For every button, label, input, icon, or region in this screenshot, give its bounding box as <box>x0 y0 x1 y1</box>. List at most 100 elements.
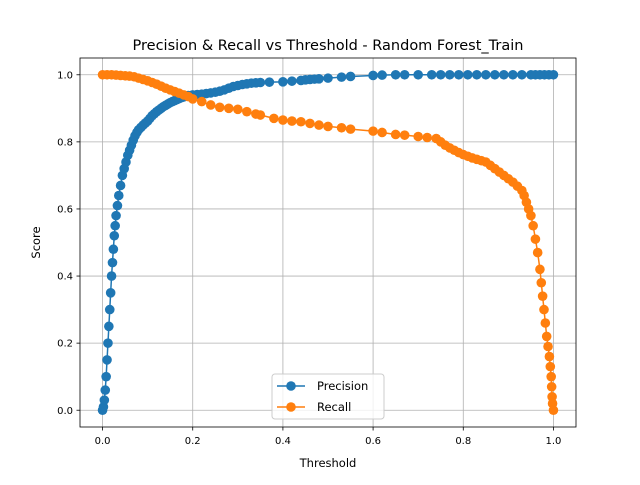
precision-point <box>104 304 115 315</box>
recall-point <box>214 102 225 113</box>
recall-point <box>233 104 243 115</box>
recall-point <box>278 115 288 125</box>
legend: Precision Recall <box>271 373 385 420</box>
recall-point <box>287 116 297 126</box>
recall-point <box>224 103 234 114</box>
y-tick-label: 0.2 <box>57 339 73 350</box>
precision-point <box>108 244 119 255</box>
y-tick-label: 0.6 <box>57 205 73 216</box>
precision-point <box>390 69 401 80</box>
recall-point <box>540 318 551 328</box>
recall-point <box>377 127 387 138</box>
recall-point <box>345 124 356 134</box>
recall-point <box>545 361 556 372</box>
recall-point <box>539 304 549 315</box>
precision-point <box>109 230 120 241</box>
y-tick-label: 0.0 <box>57 406 73 417</box>
precision-series <box>97 69 559 416</box>
recall-point <box>196 96 207 107</box>
recall-point <box>546 371 556 382</box>
recall-point <box>541 331 552 342</box>
recall-point <box>537 291 548 301</box>
recall-point <box>544 351 555 362</box>
precision-point <box>287 76 297 86</box>
recall-point <box>413 131 423 142</box>
tick-layer: 0.0 0.2 0.4 0.6 0.8 1.0 0.0 0.2 0.4 0.6 0.8 1.0 <box>57 70 561 447</box>
precision-point <box>100 385 111 395</box>
legend-precision-label: Precision <box>317 379 368 393</box>
precision-point <box>113 190 124 201</box>
precision-point <box>508 69 518 80</box>
recall-point <box>536 277 547 288</box>
recall-point <box>368 126 378 136</box>
precision-point <box>462 69 473 80</box>
recall-point <box>528 220 538 231</box>
x-tick-label: 0.0 <box>95 436 111 447</box>
precision-point <box>107 257 118 268</box>
recall-point <box>269 113 279 124</box>
legend-recall-label: Recall <box>317 400 351 414</box>
precision-point <box>472 69 482 80</box>
precision-point <box>111 210 121 221</box>
precision-point <box>517 69 527 80</box>
precision-point <box>101 371 111 382</box>
recall-point <box>242 106 252 117</box>
precision-point <box>453 69 464 80</box>
precision-point <box>413 69 423 80</box>
recall-point <box>323 121 333 132</box>
recall-point <box>336 122 347 133</box>
precision-point <box>548 69 559 80</box>
legend-precision-marker <box>286 381 296 391</box>
precision-point <box>345 71 356 82</box>
precision-point <box>323 73 333 83</box>
series-layer <box>97 69 559 416</box>
x-axis-label: Threshold <box>299 456 357 470</box>
x-tick-label: 0.2 <box>185 436 201 447</box>
precision-point <box>499 69 509 80</box>
recall-point <box>255 110 266 120</box>
recall-point <box>535 264 545 275</box>
y-tick-label: 0.4 <box>57 272 73 283</box>
recall-point <box>546 381 557 392</box>
y-tick-label: 1.0 <box>57 70 73 81</box>
precision-point <box>99 395 110 405</box>
recall-point <box>399 130 410 140</box>
recall-point <box>187 94 198 104</box>
recall-point <box>422 132 433 143</box>
recall-point <box>532 247 543 258</box>
precision-point <box>426 69 437 80</box>
precision-point <box>377 70 387 80</box>
recall-point <box>205 100 216 110</box>
precision-point <box>106 271 117 281</box>
y-tick-label: 0.8 <box>57 137 73 148</box>
y-axis-label: Score <box>29 226 43 258</box>
precision-point <box>314 74 324 84</box>
x-tick-label: 0.6 <box>365 436 381 447</box>
plot-frame <box>79 57 577 428</box>
precision-point <box>368 70 378 81</box>
precision-point <box>444 69 455 80</box>
legend-recall-marker <box>286 402 296 412</box>
precision-point <box>278 77 288 87</box>
precision-point <box>264 77 275 87</box>
recall-point <box>305 118 315 129</box>
recall-point <box>526 210 536 221</box>
precision-point <box>102 355 112 365</box>
chart-title: Precision & Recall vs Threshold - Random… <box>133 38 524 54</box>
recall-point <box>548 405 559 416</box>
precision-point <box>115 180 126 191</box>
x-tick-label: 0.8 <box>455 436 471 447</box>
x-tick-label: 1.0 <box>546 436 562 447</box>
x-tick-label: 0.4 <box>275 436 291 447</box>
precision-point <box>112 200 123 211</box>
recall-point <box>530 234 541 244</box>
recall-point <box>543 341 553 352</box>
precision-point <box>110 220 120 231</box>
recall-point <box>296 116 306 127</box>
precision-point <box>255 77 266 88</box>
precision-point <box>435 69 446 80</box>
precision-point <box>399 69 410 80</box>
precision-point <box>336 72 347 82</box>
